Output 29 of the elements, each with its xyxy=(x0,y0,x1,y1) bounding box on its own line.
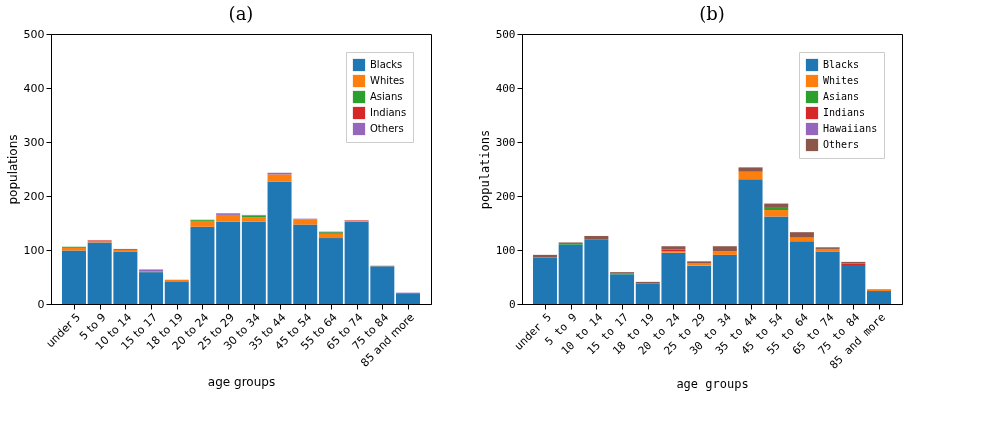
chart-title: (b) xyxy=(699,3,725,24)
legend-label: Whites xyxy=(370,75,405,86)
x-axis-title: age groups xyxy=(207,374,276,389)
legend-label: Whites xyxy=(823,75,860,86)
legend-label: Blacks xyxy=(823,59,860,70)
y-tick-label: 200 xyxy=(495,189,516,203)
y-tick-label: 0 xyxy=(37,297,45,311)
y-tick-label: 300 xyxy=(23,135,45,149)
legend-label: Indians xyxy=(823,107,866,118)
y-axis-title: populations xyxy=(5,134,20,205)
legend-label: Others xyxy=(823,139,860,150)
y-tick-label: 100 xyxy=(495,243,516,257)
y-tick-label: 400 xyxy=(495,81,516,95)
y-axis-title: populations xyxy=(477,129,492,210)
y-tick-label: 500 xyxy=(495,27,516,41)
chart-title: (a) xyxy=(228,3,254,24)
y-tick-label: 400 xyxy=(23,81,45,95)
y-tick-label: 100 xyxy=(23,243,45,257)
y-tick-label: 0 xyxy=(508,297,516,311)
legend-label: Blacks xyxy=(370,59,403,70)
legend-label: Asians xyxy=(823,91,860,102)
y-tick-label: 500 xyxy=(23,27,45,41)
legend-label: Others xyxy=(370,123,404,134)
x-axis-title: age groups xyxy=(676,376,749,391)
legend-label: Hawaiians xyxy=(823,123,878,134)
y-tick-label: 300 xyxy=(495,135,516,149)
legend-label: Asians xyxy=(370,91,403,102)
legend-label: Indians xyxy=(370,107,407,118)
y-tick-label: 200 xyxy=(23,189,45,203)
